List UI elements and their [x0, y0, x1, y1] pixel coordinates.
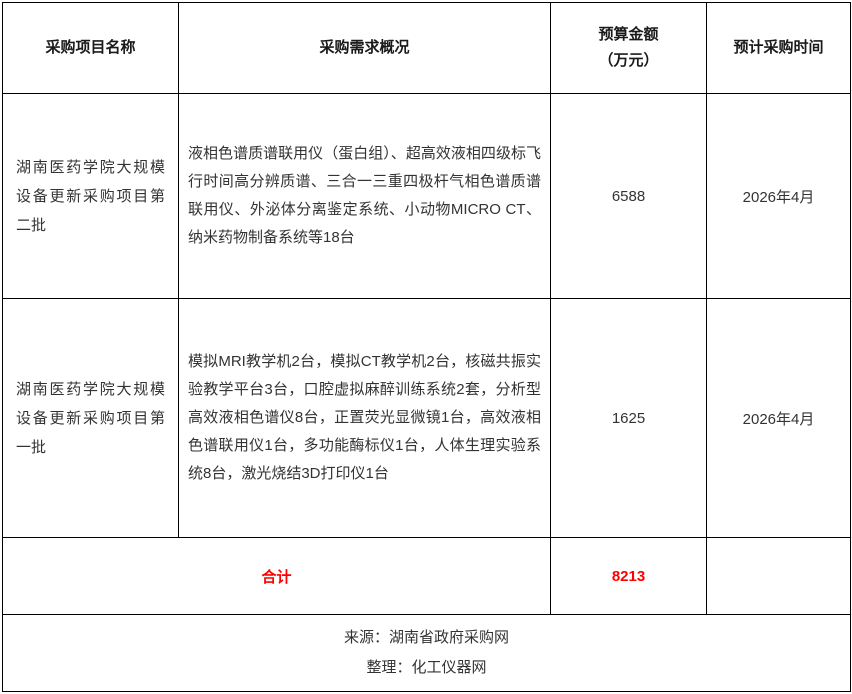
project-name-cell: 湖南医药学院大规模设备更新采购项目第二批 [2, 93, 179, 299]
budget-cell: 6588 [550, 93, 707, 299]
time-cell: 2026年4月 [706, 93, 851, 299]
project-name-cell: 湖南医药学院大规模设备更新采购项目第一批 [2, 298, 179, 538]
footer-source: 来源：湖南省政府采购网 [343, 629, 509, 646]
total-budget-value: 8213 [550, 537, 707, 615]
col-header-budget-line2: （万元） [598, 52, 659, 69]
overview-cell: 模拟MRI教学机2台，模拟CT教学机2台，核磁共振实验教学平台3台，口腔虚拟麻醉… [178, 298, 551, 538]
total-empty-cell [706, 537, 851, 615]
overview-cell: 液相色谱质谱联用仪（蛋白组）、超高效液相四级标飞行时间高分辨质谱、三合一三重四极… [178, 93, 551, 299]
col-header-overview: 采购需求概况 [178, 2, 551, 94]
col-header-budget: 预算金额 （万元） [550, 2, 707, 94]
time-cell: 2026年4月 [706, 298, 851, 538]
footer-row: 来源：湖南省政府采购网 整理：化工仪器网 [2, 614, 851, 692]
footer-compiler: 整理：化工仪器网 [366, 659, 487, 676]
col-header-time: 预计采购时间 [706, 2, 851, 94]
budget-cell: 1625 [550, 298, 707, 538]
footer-cell: 来源：湖南省政府采购网 整理：化工仪器网 [2, 614, 851, 692]
table-row-batch1: 湖南医药学院大规模设备更新采购项目第一批 模拟MRI教学机2台，模拟CT教学机2… [2, 298, 851, 538]
table-row-batch2: 湖南医药学院大规模设备更新采购项目第二批 液相色谱质谱联用仪（蛋白组）、超高效液… [2, 93, 851, 299]
col-header-budget-line1: 预算金额 [598, 26, 659, 43]
total-row: 合计 8213 [2, 537, 851, 615]
col-header-project: 采购项目名称 [2, 2, 179, 94]
header-row: 采购项目名称 采购需求概况 预算金额 （万元） 预计采购时间 [2, 2, 851, 94]
total-label: 合计 [2, 537, 551, 615]
